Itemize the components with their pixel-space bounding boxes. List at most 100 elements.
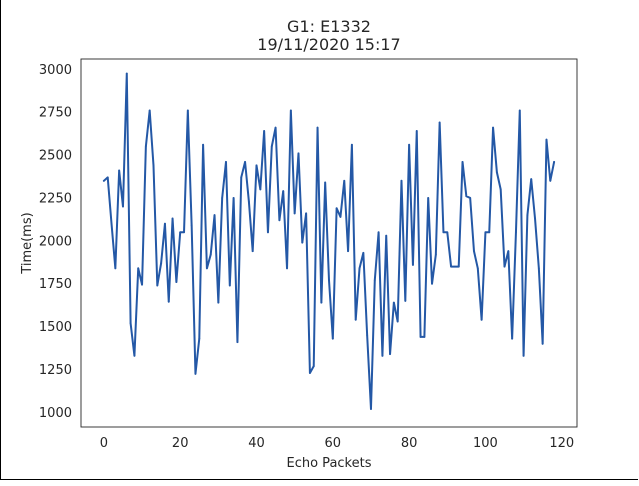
data-point [251,250,254,253]
data-point [354,318,357,321]
series-layer [102,72,556,410]
data-point [106,176,109,179]
data-point [412,263,414,266]
data-point [530,178,533,180]
data-point [122,205,124,208]
data-point [423,336,426,338]
data-point [289,109,292,112]
data-point [347,250,349,253]
data-point [457,265,460,268]
data-point [343,179,346,182]
data-point [148,109,151,112]
y-tick-label: 2750 [39,106,72,121]
data-point [160,262,163,265]
data-point [503,265,506,268]
data-point [537,267,540,270]
data-point [270,145,273,148]
x-tick-label: 100 [473,436,498,451]
data-point [305,212,308,215]
y-tick-label: 2500 [39,149,72,164]
x-tick-label: 40 [248,436,265,451]
x-tick-label: 60 [325,436,342,451]
data-point [331,337,334,340]
data-point [511,337,514,340]
data-point [427,197,430,199]
data-point [164,222,166,225]
data-point [240,176,243,179]
data-point [179,231,182,234]
data-point [137,267,140,270]
data-point [194,372,197,375]
data-point [221,197,224,199]
data-point [518,109,521,112]
y-axis-label: Time(ms) [20,212,35,274]
data-point [465,195,468,198]
y-tick-label: 1000 [39,406,72,421]
data-point [183,231,185,234]
x-tick-label: 20 [172,436,189,451]
y-tick-label: 2000 [39,234,72,249]
data-point [534,217,536,220]
data-point [309,372,311,374]
data-point [274,126,277,129]
data-point [370,408,372,410]
data-point [118,169,121,172]
x-tick-label: 80 [401,436,418,451]
data-point [312,365,315,367]
y-tick-labels: 1000 1250 1500 1750 2000 2250 2500 2750 3000 [39,63,72,421]
data-point [213,214,216,217]
data-point [495,171,498,174]
data-point [358,267,361,270]
data-point [473,250,475,253]
data-point [446,231,449,234]
data-point [217,301,220,304]
data-point [461,161,464,163]
x-tick-labels: 0 20 40 60 80 100 120 [100,436,574,451]
data-point [209,253,212,256]
data-point [488,231,491,234]
data-point [202,143,204,146]
data-point [385,234,388,237]
data-point [293,212,296,215]
data-point [236,341,239,343]
data-point [377,231,380,234]
data-point [419,336,422,338]
data-point [549,179,552,182]
data-point [442,231,445,234]
data-point [350,143,353,146]
data-point [522,354,525,357]
data-point [515,231,517,234]
data-point [255,164,258,167]
data-point [408,143,411,146]
data-point [198,337,201,340]
data-point [247,200,250,203]
data-point [316,126,319,129]
data-point [480,318,483,321]
data-point [232,197,235,199]
y-tick-label: 1500 [39,320,72,335]
data-point [175,281,178,283]
chart-subtitle: 19/11/2020 15:17 [257,35,400,54]
data-point [282,190,285,193]
data-point [301,241,304,244]
data-point [102,179,105,182]
data-point [167,300,170,303]
data-point [110,222,113,225]
data-point [225,161,227,163]
data-point [286,267,288,270]
data-point [335,207,338,210]
data-point [545,138,548,141]
data-point [392,301,395,304]
data-point [526,214,529,217]
data-point [484,231,487,234]
data-point [438,121,441,124]
data-point [541,342,544,345]
data-point [454,265,456,268]
chart-title: G1: E1332 [287,17,371,36]
data-point [156,284,159,287]
data-point [339,215,342,218]
y-tick-label: 1250 [39,363,72,378]
y-tick-label: 1750 [39,277,72,292]
data-point [263,130,266,132]
data-point [492,126,494,129]
